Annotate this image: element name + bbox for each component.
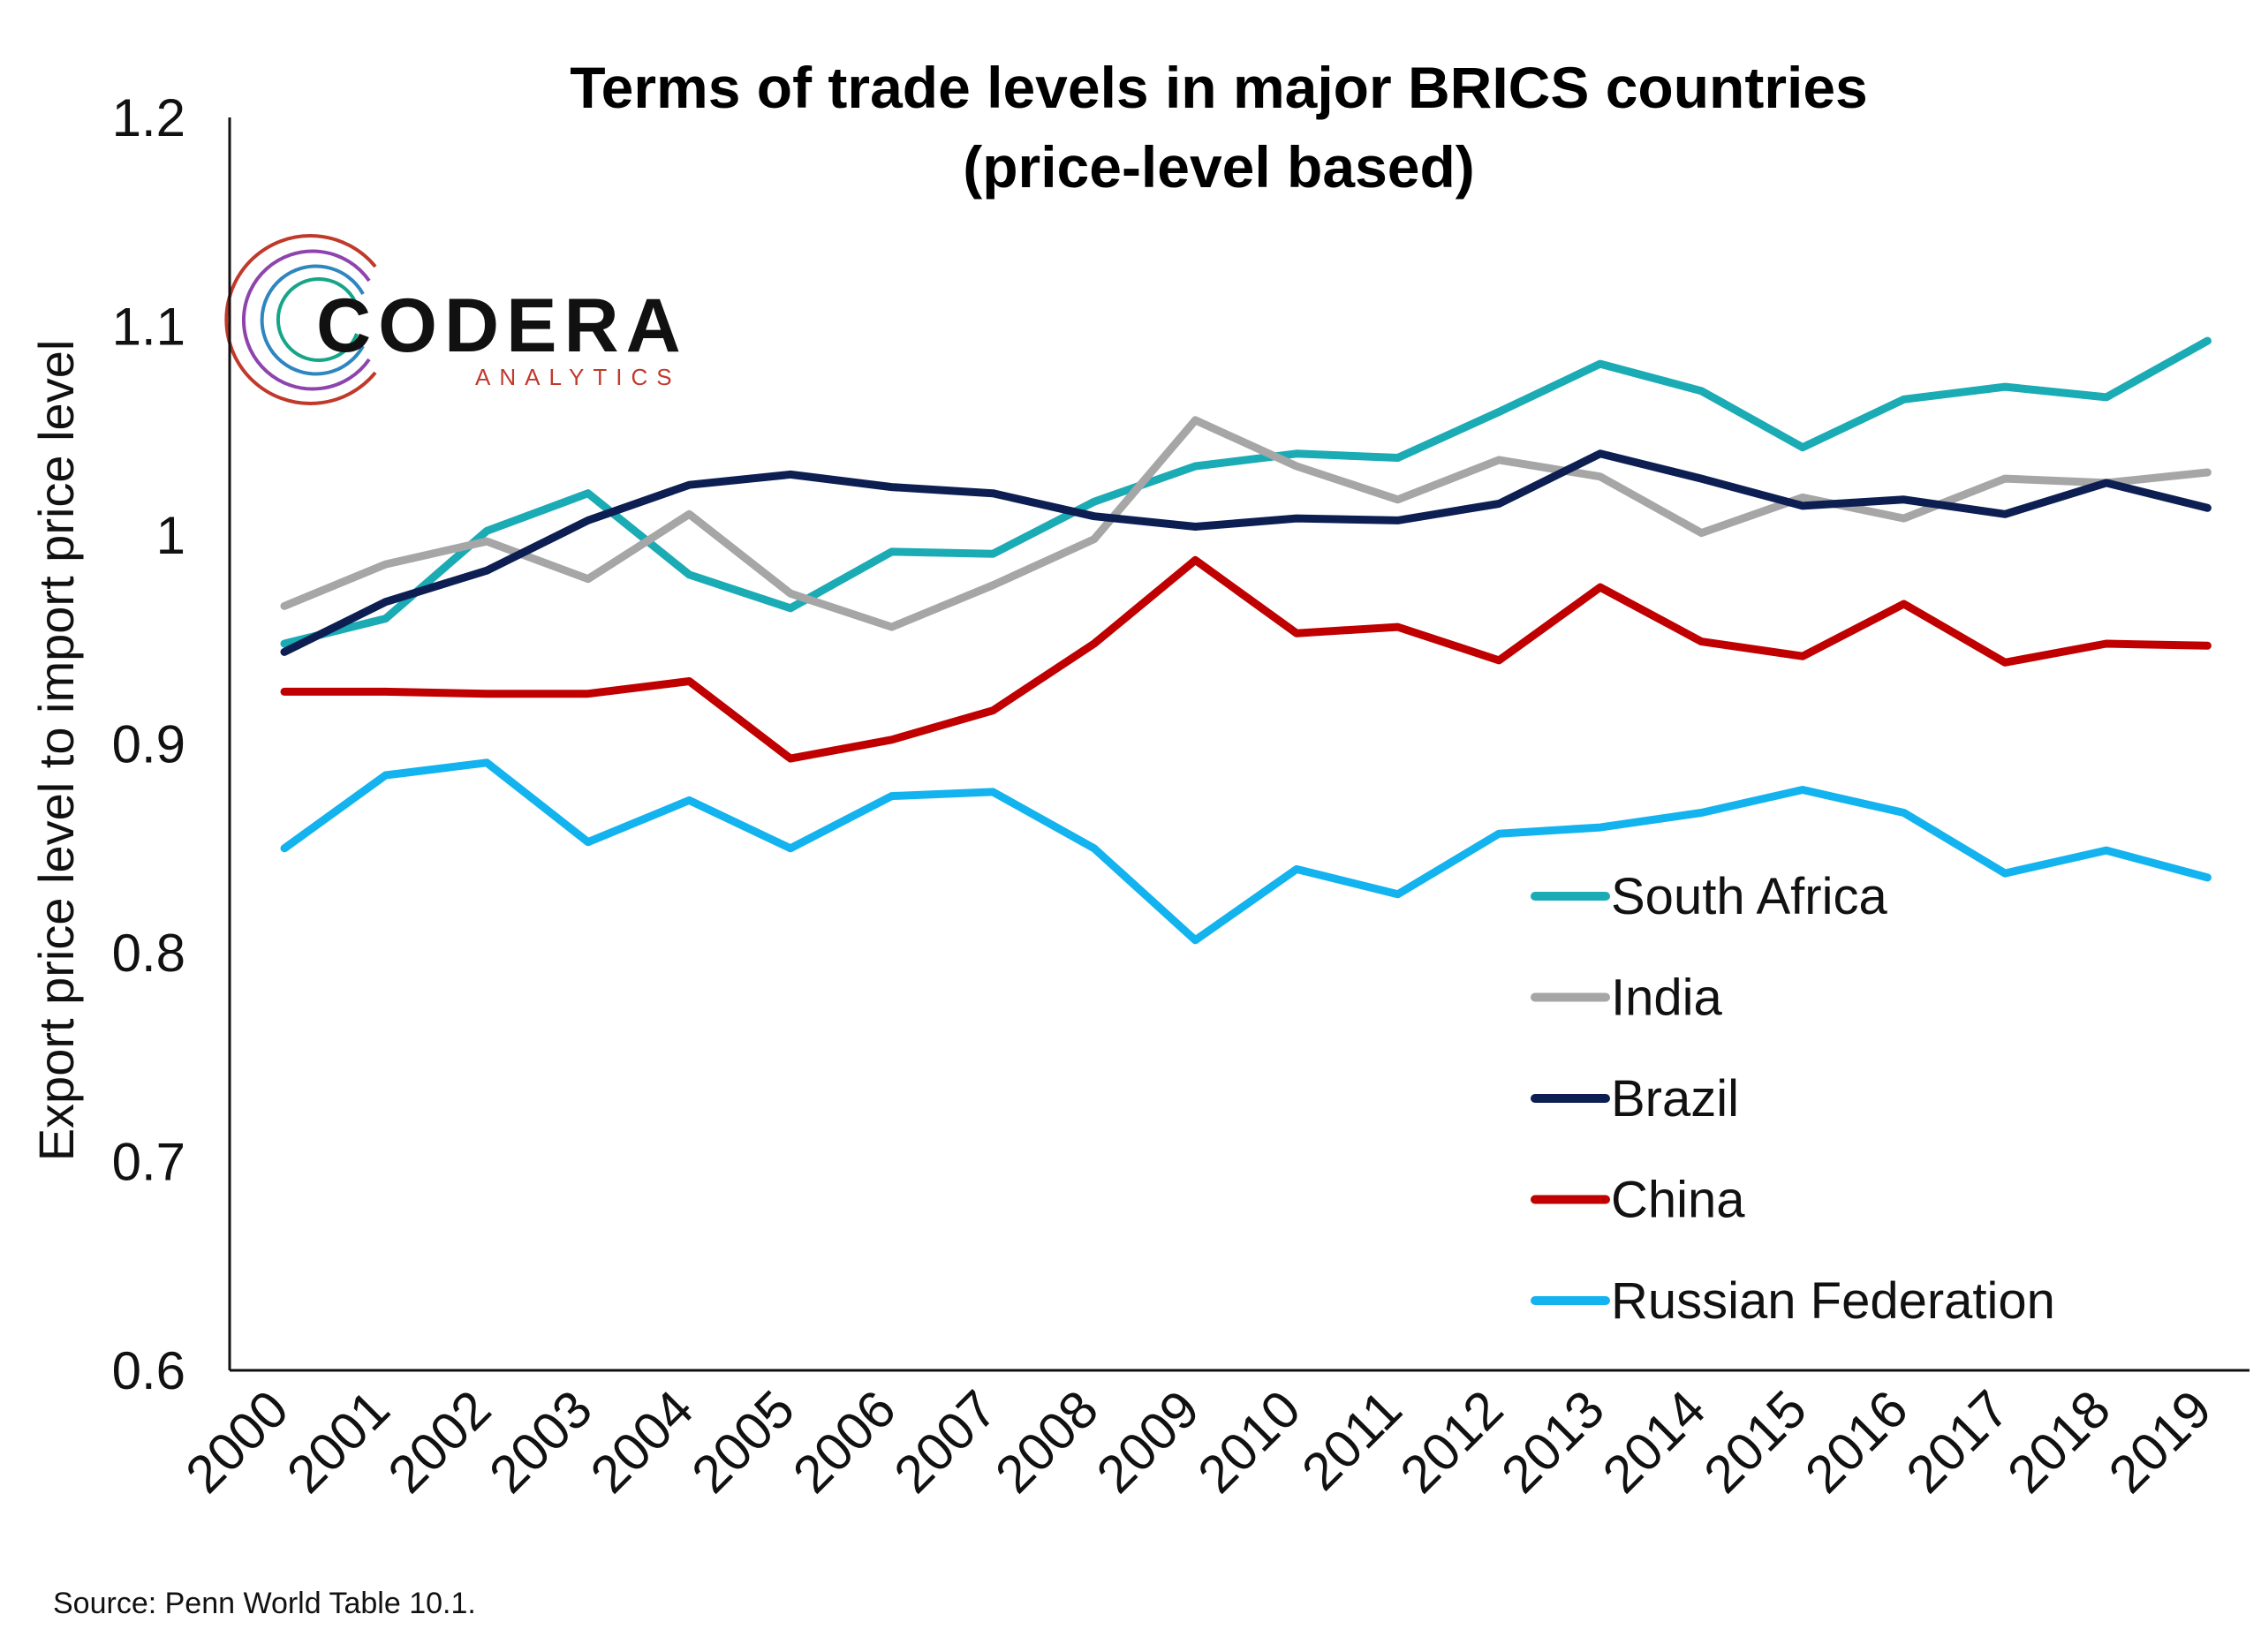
- y-tick-label: 1: [156, 506, 185, 565]
- x-tick-label: 2012: [1389, 1379, 1515, 1505]
- y-tick-label: 1.2: [112, 88, 185, 147]
- x-tick-label: 2019: [2098, 1379, 2223, 1505]
- logo-main-text: CODERA: [316, 283, 688, 368]
- x-tick-label: 2002: [377, 1379, 503, 1505]
- codera-logo: CODERA ANALYTICS: [224, 234, 688, 405]
- x-tick-label: 2013: [1490, 1379, 1615, 1505]
- legend: South Africa India Brazil China Russian Fede…: [1531, 868, 2055, 1330]
- legend-label: India: [1611, 969, 1723, 1027]
- source-note: Source: Penn World Table 10.1.: [53, 1587, 476, 1620]
- logo-sub-text: ANALYTICS: [475, 364, 681, 390]
- legend-label: Russian Federation: [1611, 1272, 2055, 1330]
- series-line-india: [280, 416, 2212, 631]
- y-axis-label: Export price level to import price level: [28, 340, 84, 1162]
- y-tick-label: 0.8: [112, 924, 185, 983]
- chart-title-line-2: (price-level based): [963, 134, 1475, 200]
- legend-label: Brazil: [1611, 1070, 1739, 1128]
- x-tick-label: 2006: [782, 1379, 907, 1505]
- legend-label: China: [1611, 1172, 1745, 1229]
- series-line-brazil: [280, 449, 2212, 656]
- y-tick-label: 0.7: [112, 1133, 185, 1192]
- x-tick-label: 2018: [1996, 1379, 2121, 1505]
- y-tick-label: 1.1: [112, 298, 185, 357]
- series-line-russian-federation: [280, 758, 2212, 945]
- legend-label: South Africa: [1611, 868, 1887, 925]
- x-tick-label: 2010: [1186, 1379, 1312, 1505]
- x-tick-label: 2004: [579, 1379, 705, 1505]
- y-tick-label: 0.9: [112, 715, 185, 774]
- logo-arc-icon: [224, 234, 377, 405]
- x-tick-label: 2014: [1592, 1379, 1717, 1505]
- x-tick-label: 2001: [276, 1379, 401, 1505]
- x-tick-label: 2000: [174, 1379, 299, 1505]
- x-axis-ticks: 2000200120022003200420052006200720082009…: [174, 1379, 2222, 1505]
- x-tick-label: 2017: [1895, 1379, 2021, 1505]
- series-line-south-africa: [280, 336, 2212, 648]
- x-tick-label: 2016: [1794, 1379, 1919, 1505]
- x-tick-label: 2015: [1692, 1379, 1818, 1505]
- chart-title-line-1: Terms of trade levels in major BRICS cou…: [570, 55, 1868, 120]
- x-tick-label: 2011: [1290, 1379, 1413, 1502]
- x-tick-label: 2008: [984, 1379, 1109, 1505]
- x-tick-label: 2009: [1085, 1379, 1211, 1505]
- series-line-china: [280, 555, 2212, 763]
- series-lines: [280, 336, 2212, 945]
- x-tick-label: 2005: [680, 1379, 805, 1505]
- x-tick-label: 2003: [478, 1379, 603, 1505]
- y-tick-label: 0.6: [112, 1341, 185, 1400]
- x-tick-label: 2007: [883, 1379, 1009, 1505]
- y-axis-ticks: 0.6 0.7 0.8 0.9 1 1.1 1.2: [112, 88, 185, 1400]
